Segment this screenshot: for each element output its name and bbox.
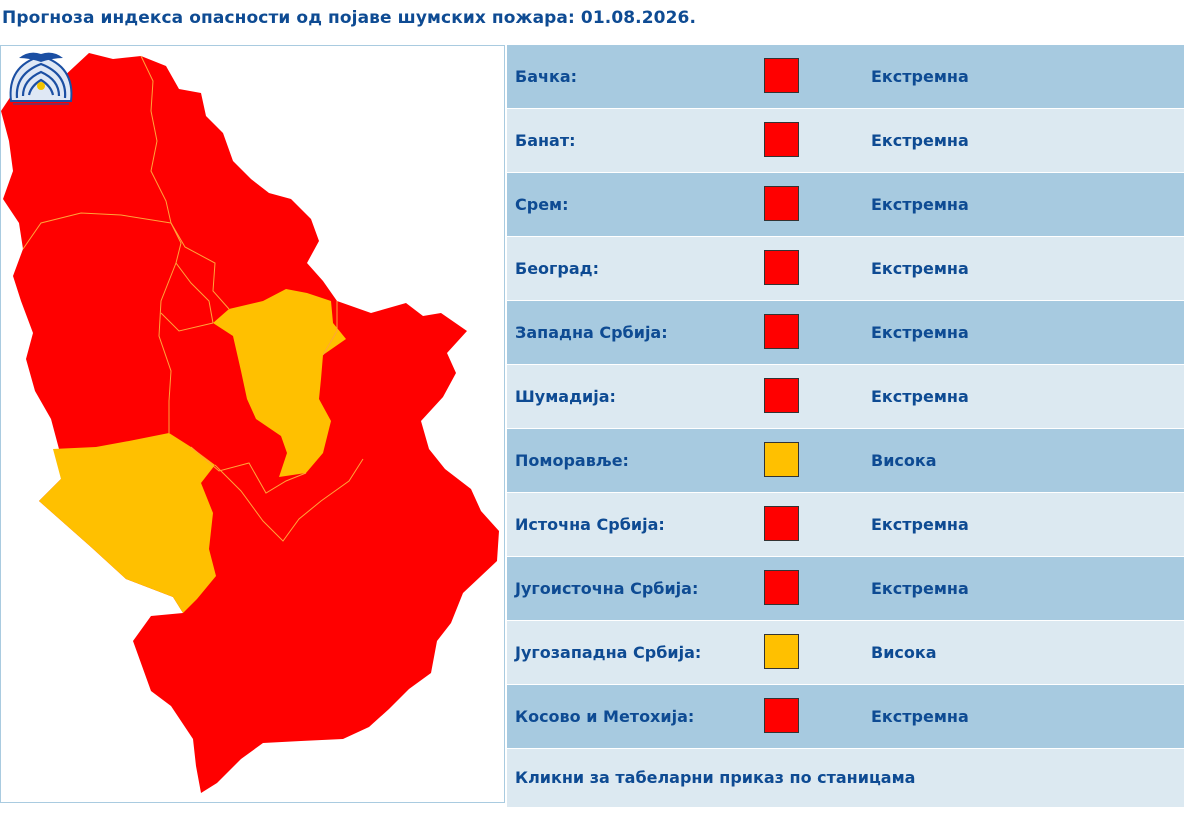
- danger-level: Висока: [871, 451, 937, 470]
- danger-color-swatch: [764, 58, 799, 93]
- region-row-zapadna-srbija[interactable]: Западна Србија: Екстремна: [507, 301, 1184, 365]
- region-name: Источна Србија:: [515, 515, 665, 534]
- region-name: Бачка:: [515, 67, 578, 86]
- danger-level: Екстремна: [871, 579, 969, 598]
- danger-color-swatch: [764, 570, 799, 605]
- danger-color-swatch: [764, 442, 799, 477]
- danger-level: Екстремна: [871, 387, 969, 406]
- region-name: Београд:: [515, 259, 599, 278]
- region-row-bachka[interactable]: Бачка: Екстремна: [507, 45, 1184, 109]
- region-name: Југоисточна Србија:: [515, 579, 699, 598]
- rhmz-logo-icon: [9, 52, 73, 105]
- map-region-pomoravlje: [213, 289, 346, 477]
- region-row-pomoravlje[interactable]: Поморавље: Висока: [507, 429, 1184, 493]
- region-row-banat[interactable]: Банат: Екстремна: [507, 109, 1184, 173]
- danger-level: Екстремна: [871, 259, 969, 278]
- map-region-jugozapadna-srbija: [39, 433, 216, 613]
- danger-level: Екстремна: [871, 195, 969, 214]
- serbia-map-svg: [1, 53, 499, 793]
- region-name: Поморавље:: [515, 451, 629, 470]
- region-row-istocna-srbija[interactable]: Источна Србија: Екстремна: [507, 493, 1184, 557]
- danger-color-swatch: [764, 506, 799, 541]
- region-name: Банат:: [515, 131, 576, 150]
- danger-level: Екстремна: [871, 323, 969, 342]
- danger-color-swatch: [764, 186, 799, 221]
- map-country-shape: [1, 53, 499, 793]
- region-row-beograd[interactable]: Београд: Екстремна: [507, 237, 1184, 301]
- region-row-jugoistocna-srbija[interactable]: Југоисточна Србија: Екстремна: [507, 557, 1184, 621]
- region-name: Шумадија:: [515, 387, 616, 406]
- region-row-jugozapadna-srbija[interactable]: Југозападна Србија: Висока: [507, 621, 1184, 685]
- danger-color-swatch: [764, 634, 799, 669]
- danger-color-swatch: [764, 314, 799, 349]
- danger-level: Екстремна: [871, 515, 969, 534]
- map-region-borders: [22, 55, 364, 542]
- region-name: Југозападна Србија:: [515, 643, 702, 662]
- danger-level: Екстремна: [871, 67, 969, 86]
- regions-table: Бачка: Екстремна Банат: Екстремна Срем: …: [507, 45, 1184, 807]
- danger-level: Екстремна: [871, 131, 969, 150]
- page-title: Прогноза индекса опасности од појаве шум…: [2, 8, 697, 28]
- region-name: Косово и Метохија:: [515, 707, 695, 726]
- danger-level: Екстремна: [871, 707, 969, 726]
- serbia-map: [0, 45, 505, 803]
- danger-color-swatch: [764, 250, 799, 285]
- danger-color-swatch: [764, 698, 799, 733]
- region-row-kosovo-i-metohija[interactable]: Косово и Метохија: Екстремна: [507, 685, 1184, 749]
- region-row-sumadija[interactable]: Шумадија: Екстремна: [507, 365, 1184, 429]
- region-name: Западна Србија:: [515, 323, 668, 342]
- station-table-link[interactable]: Кликни за табеларни приказ по станицама: [515, 768, 916, 787]
- table-view-link-row: Кликни за табеларни приказ по станицама: [507, 749, 1184, 807]
- region-row-srem[interactable]: Срем: Екстремна: [507, 173, 1184, 237]
- danger-level: Висока: [871, 643, 937, 662]
- region-name: Срем:: [515, 195, 569, 214]
- danger-color-swatch: [764, 122, 799, 157]
- danger-color-swatch: [764, 378, 799, 413]
